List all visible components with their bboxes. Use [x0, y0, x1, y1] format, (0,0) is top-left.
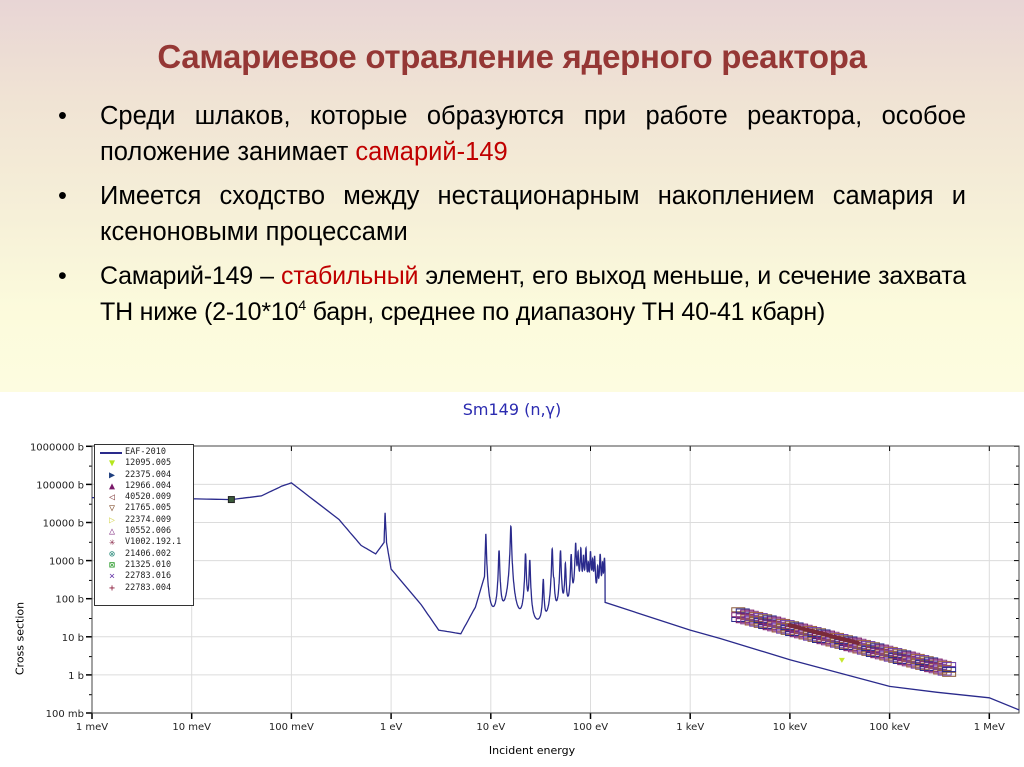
- y-tick-label: 10000 b: [43, 519, 84, 530]
- legend-label: 21406.002: [125, 548, 172, 559]
- experimental-data-point: [942, 671, 957, 677]
- legend-marker-icon: ▷: [108, 514, 116, 526]
- legend-item: ◁ 40520.009: [95, 492, 193, 503]
- plot-area: 1 meV 10 meV 100 meV 1 eV 10 eV 100 eV 1 keV 10…: [30, 442, 1020, 733]
- legend-marker-icon: ◁: [108, 492, 116, 504]
- thermal-data-point: [227, 496, 235, 504]
- legend-item: ▼ 12095.005: [95, 458, 193, 469]
- legend-label: EAF-2010: [125, 447, 166, 457]
- x-tick-label: 100 eV: [573, 722, 608, 733]
- legend-item: × 22783.016: [95, 571, 193, 582]
- legend-item: ⊠ 21325.010: [95, 560, 193, 571]
- legend-marker-icon: +: [108, 582, 116, 594]
- x-tick-label: 1 eV: [380, 722, 403, 733]
- experimental-data-point: [942, 667, 957, 673]
- legend-item: ⊗ 21406.002: [95, 549, 193, 560]
- legend-label: 12095.005: [125, 458, 172, 469]
- y-tick-label: 100 mb: [46, 709, 84, 720]
- legend-marker-icon: ▲: [108, 480, 116, 492]
- legend-marker-icon: ⊠: [108, 559, 116, 571]
- y-tick-label: 100 b: [55, 595, 84, 606]
- bullet-2-text: Имеется сходство между нестационарным на…: [100, 182, 966, 246]
- y-axis-label: Cross section: [13, 601, 27, 676]
- legend-label: 21325.010: [125, 559, 172, 570]
- plot-frame: [91, 445, 1020, 714]
- chart-legend: EAF-2010 ▼ 12095.005 ▶ 22375.004 ▲ 12966.004 ◁ 4…: [94, 444, 194, 606]
- y-tick-label: 1 b: [68, 671, 84, 682]
- chart-title: Sm149 (n,γ): [462, 400, 562, 419]
- eaf-2010-curve: [91, 482, 1020, 711]
- x-tick-label: 10 eV: [476, 722, 505, 733]
- x-tick-label: 100 keV: [869, 722, 910, 733]
- bullet-list: • Среди шлаков, которые образуются при р…: [58, 98, 966, 338]
- bullet-dot: •: [58, 262, 67, 290]
- legend-marker-icon: ▼: [108, 458, 116, 470]
- legend-marker-icon: △: [108, 526, 116, 538]
- x-tick-label: 1 MeV: [974, 722, 1005, 733]
- legend-line-icon: [100, 452, 122, 454]
- bullet-3-highlight: стабильный: [281, 262, 419, 290]
- x-tick-label: 100 meV: [269, 722, 314, 733]
- legend-item: +22783.004: [95, 583, 193, 594]
- y-tick-label: 1000 b: [49, 557, 84, 568]
- bullet-2: • Имеется сходство между нестационарным …: [58, 178, 966, 250]
- legend-item: ✳ V1002.192.1: [95, 537, 193, 548]
- legend-label: 22783.016: [125, 571, 172, 582]
- legend-label: V1002.192.1: [125, 537, 182, 548]
- bullet-3-text-b: элемент, его выход меньше, и сечение зах…: [100, 262, 966, 326]
- bullet-dot: •: [58, 102, 67, 130]
- x-tick-label: 1 meV: [76, 722, 108, 733]
- experimental-data-point: [855, 640, 860, 646]
- bullet-3: • Самарий-149 – стабильный элемент, его …: [58, 258, 966, 330]
- legend-label: 10552.006: [125, 526, 172, 537]
- legend-item: ▲ 12966.004: [95, 481, 193, 492]
- legend-item: ▷ 22374.009: [95, 515, 193, 526]
- legend-item: EAF-2010: [95, 447, 193, 458]
- y-tick-label: 100000 b: [36, 480, 84, 491]
- legend-marker-icon: ▶: [108, 469, 116, 481]
- legend-item: △ 10552.006: [95, 526, 193, 537]
- slide-background: [0, 0, 1024, 392]
- legend-label: 40520.009: [125, 492, 172, 503]
- bullet-1-text: Среди шлаков, которые образуются при раб…: [100, 102, 966, 166]
- legend-label: 12966.004: [125, 480, 172, 491]
- legend-item: ▽ 21765.005: [95, 503, 193, 514]
- experimental-data-point: [937, 660, 952, 666]
- slide-title: Самариевое отравление ядерного реактора: [157, 38, 867, 75]
- data-point-12095-005: [838, 657, 845, 663]
- x-tick-label: 10 meV: [172, 722, 211, 733]
- bullet-3-text-a: Самарий-149 –: [100, 262, 282, 290]
- experimental-data-point: [942, 662, 957, 668]
- legend-label: 22375.004: [125, 469, 172, 480]
- legend-marker-icon: ✳: [108, 537, 116, 549]
- y-tick-label: 1000000 b: [30, 442, 84, 453]
- x-tick-label: 10 keV: [773, 722, 807, 733]
- legend-marker-icon: ⊗: [108, 548, 116, 560]
- cross-section-chart: Sm149 (n,γ) 1 meV 10 meV 100 meV 1 eV 10 eV 1…: [0, 392, 1024, 767]
- x-axis-label: Incident energy: [488, 744, 576, 757]
- bullet-3-text-c: барн, среднее по диапазону ТН 40-41 кбар…: [305, 298, 826, 326]
- bullet-dot: •: [58, 182, 67, 210]
- legend-item: ▶ 22375.004: [95, 470, 193, 481]
- legend-marker-icon: ×: [108, 571, 116, 583]
- x-tick-label: 1 keV: [676, 722, 704, 733]
- legend-label: 22783.004: [125, 582, 172, 593]
- legend-marker-icon: ▽: [108, 503, 116, 515]
- bullet-3-superscript: 4: [298, 297, 306, 313]
- legend-label: 22374.009: [125, 514, 172, 525]
- legend-label: 21765.005: [125, 503, 172, 514]
- bullet-1-highlight: самарий-149: [355, 138, 508, 166]
- y-tick-label: 10 b: [62, 633, 84, 644]
- bullet-1: • Среди шлаков, которые образуются при р…: [58, 98, 966, 170]
